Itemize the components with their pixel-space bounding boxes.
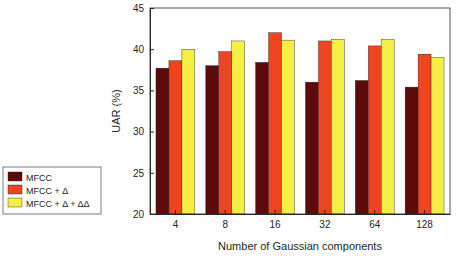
series	[182, 39, 444, 214]
tick: 30	[133, 126, 154, 137]
x-axis: 4 8 16 32 64 128	[151, 210, 451, 230]
legend-item: MFCC + Δ	[8, 185, 68, 196]
tick-label: 40	[133, 44, 145, 55]
tick-mark	[150, 8, 154, 9]
axis-line	[151, 214, 451, 215]
tick: 4	[173, 210, 179, 230]
tick-label: 128	[416, 219, 433, 230]
tick: 16	[270, 210, 282, 230]
bar	[305, 82, 318, 214]
tick-mark	[374, 210, 375, 214]
bar	[256, 62, 269, 214]
bar	[418, 54, 431, 214]
legend-label: MFCC + Δ	[26, 186, 68, 196]
tick: 45	[133, 3, 154, 14]
legend-swatch	[8, 172, 22, 181]
tick-mark	[275, 210, 276, 214]
y-axis: 20 25 30 35 40 45	[133, 3, 154, 220]
tick-mark	[150, 49, 154, 50]
tick-label: 64	[369, 219, 381, 230]
chart: 20 25 30 35 40 45 4 8 16 32 64 128 Number of Gaussia…	[0, 0, 458, 256]
bar	[269, 33, 282, 214]
tick-mark	[150, 90, 154, 91]
tick: 40	[133, 44, 154, 55]
axis-line	[150, 9, 151, 215]
bar	[232, 41, 245, 214]
legend-label: MFCC	[26, 173, 52, 183]
bar	[405, 87, 418, 214]
tick-mark	[424, 210, 425, 214]
bar	[355, 81, 368, 214]
tick-label: 32	[319, 219, 331, 230]
tick-mark	[225, 210, 226, 214]
bar	[431, 57, 444, 214]
tick-mark	[175, 210, 176, 214]
bar	[318, 41, 331, 214]
legend-swatch	[8, 185, 22, 194]
legend-label: MFCC + Δ + ΔΔ	[26, 199, 90, 209]
tick-label: 20	[133, 209, 145, 220]
legend-box	[3, 167, 101, 214]
y-axis-title: UAR (%)	[110, 89, 122, 132]
legend-swatch	[8, 198, 22, 207]
tick-label: 30	[133, 126, 145, 137]
tick-mark	[150, 173, 154, 174]
tick: 32	[319, 210, 331, 230]
tick: 8	[222, 210, 228, 230]
legend: MFCC MFCC + Δ MFCC + Δ + ΔΔ	[3, 167, 101, 214]
tick-label: 8	[222, 219, 228, 230]
bar	[182, 49, 195, 214]
legend-item: MFCC + Δ + ΔΔ	[8, 198, 90, 209]
x-axis-title: Number of Gaussian components	[218, 240, 382, 252]
bar	[169, 61, 182, 214]
tick-mark	[324, 210, 325, 214]
bar	[206, 66, 219, 214]
bar	[156, 68, 169, 214]
tick-mark	[150, 132, 154, 133]
tick-label: 45	[133, 3, 145, 14]
bar	[381, 39, 394, 214]
bar	[282, 40, 295, 214]
bar	[368, 46, 381, 214]
tick: 128	[416, 210, 433, 230]
tick: 25	[133, 168, 154, 179]
tick: 35	[133, 85, 154, 96]
bars	[156, 33, 444, 214]
bar	[219, 52, 232, 214]
plot: 20 25 30 35 40 45 4 8 16 32 64 128	[133, 3, 451, 230]
tick: 64	[369, 210, 381, 230]
legend-item: MFCC	[8, 172, 52, 183]
frame	[150, 8, 450, 214]
tick-label: 25	[133, 168, 145, 179]
tick-label: 16	[270, 219, 282, 230]
bar	[331, 39, 344, 214]
tick-label: 4	[173, 219, 179, 230]
tick-label: 35	[133, 85, 145, 96]
series	[169, 33, 431, 214]
